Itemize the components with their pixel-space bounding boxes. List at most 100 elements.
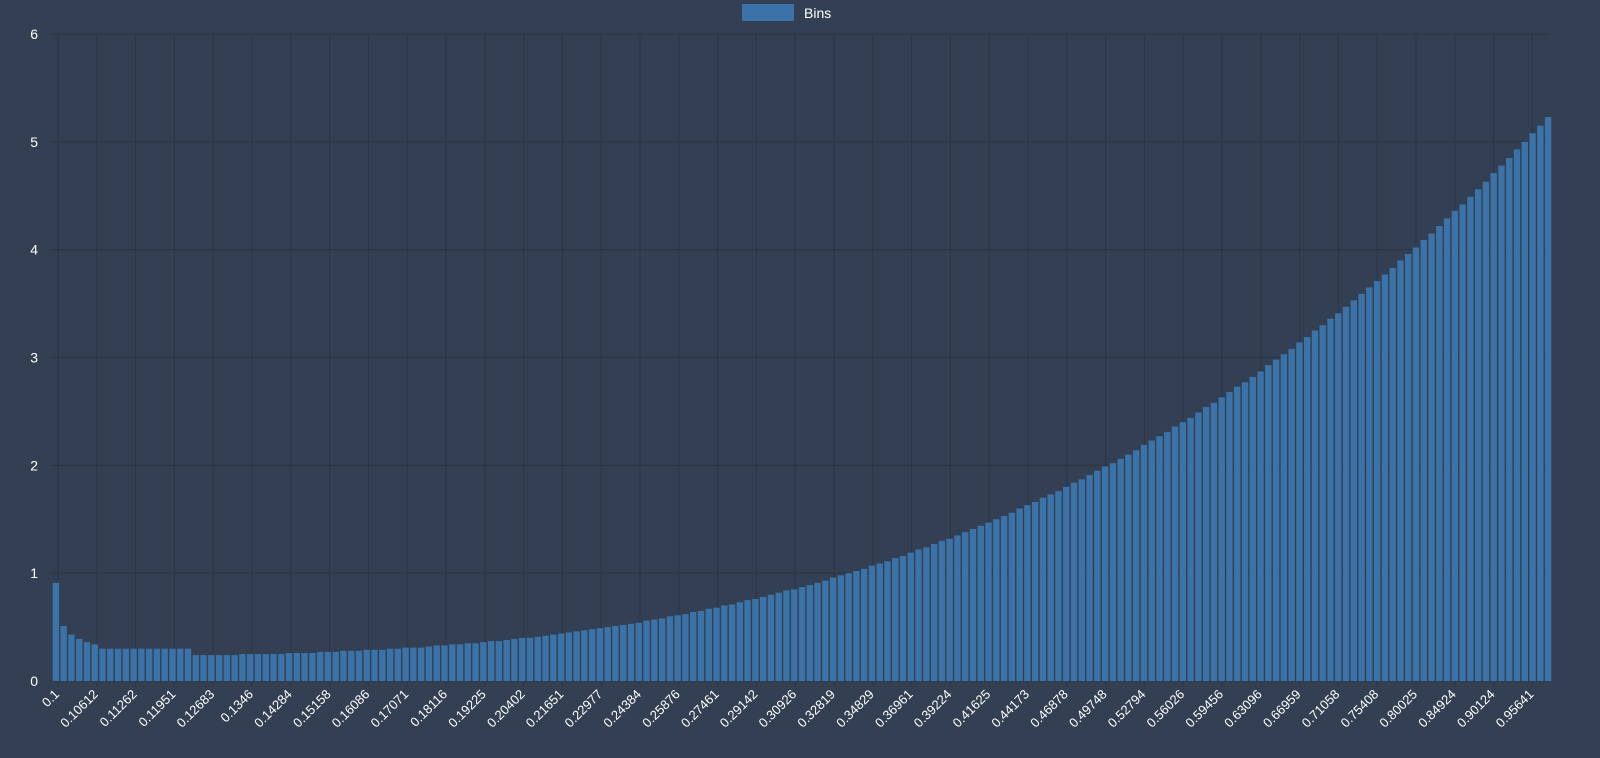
- bar[interactable]: [1016, 508, 1023, 681]
- bar[interactable]: [503, 640, 510, 681]
- bar[interactable]: [1459, 204, 1466, 681]
- bar[interactable]: [1133, 450, 1140, 681]
- bar[interactable]: [1474, 189, 1482, 681]
- bar[interactable]: [495, 641, 503, 681]
- bar[interactable]: [107, 648, 114, 681]
- bar[interactable]: [658, 618, 666, 681]
- bar[interactable]: [962, 532, 969, 681]
- bar[interactable]: [239, 654, 246, 681]
- bar[interactable]: [1148, 440, 1155, 681]
- bar[interactable]: [215, 655, 223, 681]
- bar[interactable]: [674, 615, 681, 681]
- bar[interactable]: [1467, 196, 1474, 681]
- bar[interactable]: [1078, 479, 1085, 681]
- bar[interactable]: [441, 645, 448, 681]
- bar[interactable]: [519, 637, 526, 681]
- bar[interactable]: [122, 648, 130, 681]
- bar[interactable]: [487, 641, 495, 681]
- bar[interactable]: [557, 633, 565, 681]
- bar[interactable]: [969, 528, 977, 681]
- bar[interactable]: [682, 614, 689, 681]
- bar[interactable]: [60, 626, 67, 681]
- bar[interactable]: [200, 655, 207, 681]
- bar[interactable]: [1195, 412, 1202, 682]
- bar[interactable]: [231, 655, 238, 681]
- bar[interactable]: [1117, 458, 1124, 681]
- bar[interactable]: [1482, 181, 1490, 682]
- bar[interactable]: [1342, 306, 1350, 681]
- bar[interactable]: [410, 647, 417, 681]
- bar[interactable]: [1272, 359, 1280, 681]
- bar[interactable]: [1125, 454, 1132, 681]
- bar[interactable]: [806, 585, 813, 681]
- bar[interactable]: [1288, 348, 1295, 681]
- bar[interactable]: [1296, 342, 1303, 681]
- bar[interactable]: [76, 638, 83, 681]
- bar[interactable]: [1280, 354, 1288, 681]
- bar[interactable]: [1303, 337, 1311, 681]
- bar[interactable]: [845, 573, 852, 681]
- bar[interactable]: [161, 648, 168, 681]
- bar[interactable]: [449, 644, 456, 681]
- bar[interactable]: [464, 643, 471, 681]
- bar[interactable]: [262, 654, 269, 681]
- bar[interactable]: [99, 648, 106, 681]
- bar[interactable]: [759, 596, 767, 681]
- bar[interactable]: [68, 634, 75, 681]
- bar[interactable]: [1397, 260, 1404, 681]
- bar[interactable]: [138, 648, 145, 681]
- bar[interactable]: [1234, 386, 1241, 681]
- bar[interactable]: [581, 630, 588, 681]
- bar[interactable]: [1311, 330, 1319, 681]
- bar[interactable]: [868, 565, 876, 681]
- bar[interactable]: [938, 540, 946, 681]
- bar[interactable]: [713, 607, 720, 681]
- bar[interactable]: [1319, 325, 1326, 681]
- bar[interactable]: [930, 544, 938, 681]
- bar[interactable]: [1405, 253, 1412, 682]
- bar[interactable]: [884, 561, 891, 681]
- bar[interactable]: [1055, 491, 1062, 681]
- bar[interactable]: [386, 648, 394, 681]
- bar[interactable]: [853, 571, 860, 681]
- bar[interactable]: [192, 655, 199, 681]
- bar[interactable]: [309, 652, 316, 681]
- bar[interactable]: [860, 568, 868, 681]
- bar[interactable]: [736, 602, 744, 681]
- bar[interactable]: [923, 547, 930, 681]
- bar[interactable]: [651, 619, 658, 681]
- bar[interactable]: [480, 642, 487, 681]
- bar[interactable]: [1498, 165, 1505, 681]
- bar[interactable]: [1031, 502, 1039, 681]
- bar[interactable]: [394, 648, 402, 681]
- bar[interactable]: [130, 648, 137, 681]
- bar[interactable]: [596, 628, 604, 681]
- bar[interactable]: [153, 648, 161, 681]
- bar[interactable]: [666, 616, 674, 681]
- bar[interactable]: [208, 655, 215, 681]
- bar[interactable]: [1249, 376, 1256, 681]
- bar[interactable]: [1513, 149, 1521, 681]
- bar[interactable]: [977, 525, 984, 681]
- bar[interactable]: [915, 549, 922, 681]
- bar[interactable]: [588, 629, 596, 681]
- bar[interactable]: [744, 600, 751, 682]
- bar[interactable]: [814, 582, 821, 681]
- bar[interactable]: [635, 622, 642, 681]
- bar[interactable]: [526, 637, 534, 681]
- bar[interactable]: [775, 592, 782, 681]
- bar[interactable]: [550, 634, 557, 681]
- bar[interactable]: [379, 649, 386, 681]
- bar[interactable]: [829, 577, 837, 681]
- bar[interactable]: [1179, 422, 1187, 681]
- bar[interactable]: [1039, 497, 1047, 681]
- bar[interactable]: [363, 649, 370, 681]
- bar[interactable]: [837, 575, 845, 681]
- bar[interactable]: [892, 558, 899, 681]
- bar[interactable]: [1443, 218, 1451, 681]
- bar[interactable]: [620, 624, 627, 681]
- bar[interactable]: [177, 648, 184, 681]
- bar[interactable]: [1218, 397, 1225, 681]
- bar[interactable]: [627, 623, 635, 681]
- bar[interactable]: [1506, 158, 1513, 681]
